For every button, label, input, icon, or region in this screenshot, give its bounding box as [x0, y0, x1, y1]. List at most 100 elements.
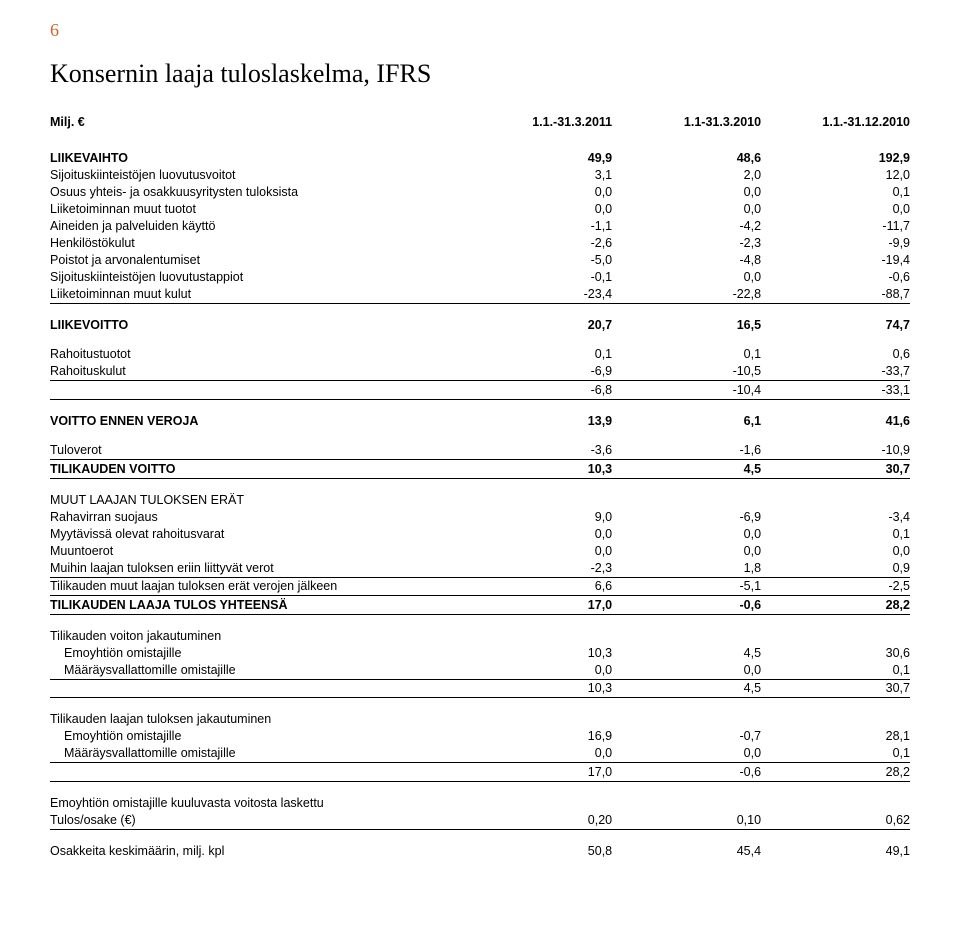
row-value: -33,7 — [761, 363, 910, 381]
table-row: Muuntoerot0,00,00,0 — [50, 542, 910, 559]
row-value — [761, 781, 910, 811]
row-value: 0,0 — [463, 745, 612, 763]
table-row: Henkilöstökulut-2,6-2,3-9,9 — [50, 234, 910, 251]
row-value: -2,5 — [761, 577, 910, 596]
row-value: -0,6 — [612, 596, 761, 615]
row-value: 49,9 — [463, 137, 612, 167]
table-row: TILIKAUDEN LAAJA TULOS YHTEENSÄ17,0-0,62… — [50, 596, 910, 615]
row-value — [463, 781, 612, 811]
row-value: 2,0 — [612, 166, 761, 183]
row-value — [761, 478, 910, 508]
table-row: Emoyhtiön omistajille10,34,530,6 — [50, 644, 910, 661]
row-value — [612, 614, 761, 644]
row-value — [463, 614, 612, 644]
row-value: 28,2 — [761, 596, 910, 615]
row-label: TILIKAUDEN VOITTO — [50, 460, 463, 479]
row-label: LIIKEVOITTO — [50, 303, 463, 333]
table-row: Osuus yhteis- ja osakkuusyritysten tulok… — [50, 183, 910, 200]
row-value: 4,5 — [612, 679, 761, 698]
row-value: -0,6 — [761, 268, 910, 285]
row-value — [463, 478, 612, 508]
row-value: 192,9 — [761, 137, 910, 167]
row-value — [463, 698, 612, 728]
row-value: 17,0 — [463, 596, 612, 615]
row-value: 10,3 — [463, 460, 612, 479]
row-value: 0,1 — [612, 333, 761, 363]
row-label: Rahavirran suojaus — [50, 508, 463, 525]
table-row: Emoyhtiön omistajille kuuluvasta voitost… — [50, 781, 910, 811]
income-statement-table: Milj. €1.1.-31.3.20111.1-31.3.20101.1.-3… — [50, 113, 910, 859]
row-value: -0,1 — [463, 268, 612, 285]
row-label: Liiketoiminnan muut tuotot — [50, 200, 463, 217]
column-header: 1.1-31.3.2010 — [612, 113, 761, 137]
row-value: 0,0 — [463, 542, 612, 559]
row-value: -2,3 — [463, 559, 612, 577]
row-value: 28,2 — [761, 763, 910, 782]
row-label: LIIKEVAIHTO — [50, 137, 463, 167]
row-value: 0,62 — [761, 811, 910, 829]
row-value: -0,6 — [612, 763, 761, 782]
row-label: Osakkeita keskimäärin, milj. kpl — [50, 829, 463, 859]
row-label — [50, 679, 463, 698]
row-value: 13,9 — [463, 399, 612, 429]
row-value: -3,6 — [463, 429, 612, 460]
row-value: 9,0 — [463, 508, 612, 525]
row-value: 12,0 — [761, 166, 910, 183]
row-value: 30,7 — [761, 460, 910, 479]
row-value: -6,9 — [612, 508, 761, 525]
table-row: Tilikauden laajan tuloksen jakautuminen — [50, 698, 910, 728]
column-header: 1.1.-31.12.2010 — [761, 113, 910, 137]
table-row: LIIKEVOITTO20,716,574,7 — [50, 303, 910, 333]
row-value: 17,0 — [463, 763, 612, 782]
table-row: Liiketoiminnan muut kulut-23,4-22,8-88,7 — [50, 285, 910, 303]
row-value: 16,9 — [463, 728, 612, 745]
row-value — [612, 781, 761, 811]
row-label: Tilikauden voiton jakautuminen — [50, 614, 463, 644]
row-label: Henkilöstökulut — [50, 234, 463, 251]
row-value: 4,5 — [612, 644, 761, 661]
row-value: 0,1 — [761, 661, 910, 679]
column-header: 1.1.-31.3.2011 — [463, 113, 612, 137]
row-value: 0,0 — [463, 200, 612, 217]
table-row: Myytävissä olevat rahoitusvarat0,00,00,1 — [50, 525, 910, 542]
table-row: Tuloverot-3,6-1,6-10,9 — [50, 429, 910, 460]
row-value: 20,7 — [463, 303, 612, 333]
row-value: 0,0 — [612, 200, 761, 217]
row-value: 0,0 — [612, 661, 761, 679]
table-row: Määräysvallattomille omistajille0,00,00,… — [50, 745, 910, 763]
row-value: -6,8 — [463, 381, 612, 400]
column-header: Milj. € — [50, 113, 463, 137]
row-value: 41,6 — [761, 399, 910, 429]
row-value: 0,0 — [463, 661, 612, 679]
row-label: Myytävissä olevat rahoitusvarat — [50, 525, 463, 542]
row-value: -5,0 — [463, 251, 612, 268]
row-value: 0,0 — [612, 183, 761, 200]
row-value: -11,7 — [761, 217, 910, 234]
row-value: 0,1 — [761, 525, 910, 542]
row-label: Muihin laajan tuloksen eriin liittyvät v… — [50, 559, 463, 577]
row-value: -4,8 — [612, 251, 761, 268]
row-value: 0,0 — [761, 200, 910, 217]
row-value: 16,5 — [612, 303, 761, 333]
row-label: Poistot ja arvonalentumiset — [50, 251, 463, 268]
row-value: 30,6 — [761, 644, 910, 661]
row-value: 0,0 — [612, 745, 761, 763]
row-label: Osuus yhteis- ja osakkuusyritysten tulok… — [50, 183, 463, 200]
table-row: Poistot ja arvonalentumiset-5,0-4,8-19,4 — [50, 251, 910, 268]
row-label: Tulos/osake (€) — [50, 811, 463, 829]
table-row: Määräysvallattomille omistajille0,00,00,… — [50, 661, 910, 679]
row-value: -3,4 — [761, 508, 910, 525]
row-value: 0,0 — [761, 542, 910, 559]
row-label: Tilikauden muut laajan tuloksen erät ver… — [50, 577, 463, 596]
row-value: -2,6 — [463, 234, 612, 251]
row-value — [761, 698, 910, 728]
table-row: -6,8-10,4-33,1 — [50, 381, 910, 400]
table-row: MUUT LAAJAN TULOKSEN ERÄT — [50, 478, 910, 508]
row-value: 0,0 — [463, 183, 612, 200]
table-header-row: Milj. €1.1.-31.3.20111.1-31.3.20101.1.-3… — [50, 113, 910, 137]
table-row: Muihin laajan tuloksen eriin liittyvät v… — [50, 559, 910, 577]
table-row: Tilikauden muut laajan tuloksen erät ver… — [50, 577, 910, 596]
row-value: -5,1 — [612, 577, 761, 596]
row-value: 74,7 — [761, 303, 910, 333]
row-value: -33,1 — [761, 381, 910, 400]
